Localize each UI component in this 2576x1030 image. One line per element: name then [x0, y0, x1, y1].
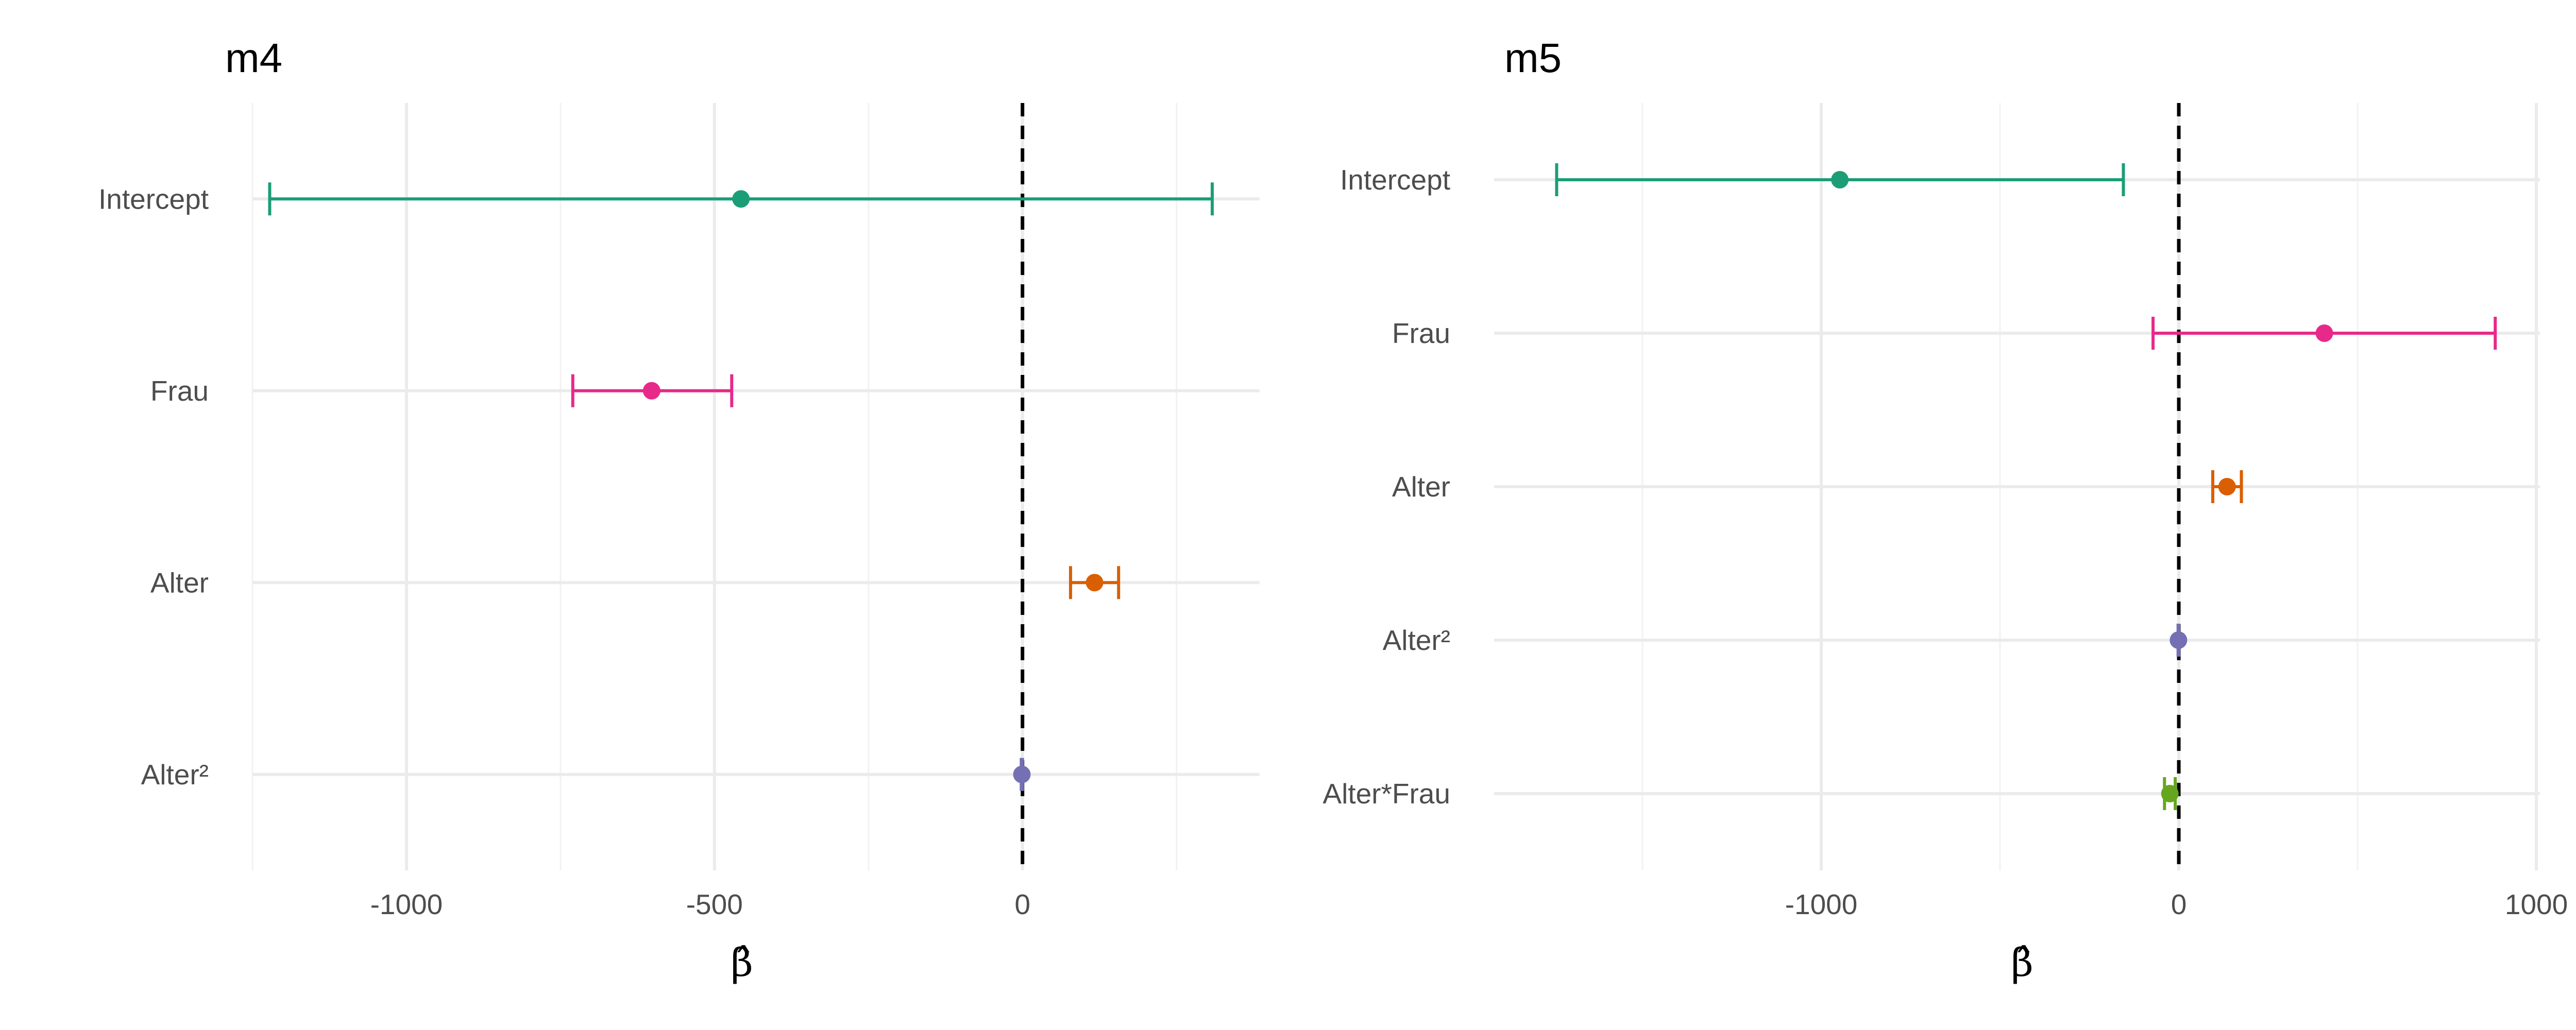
panel-m4: m4 Intercept Frau Alter Alter² -1000 -500 0 β…: [98, 35, 1260, 985]
estimate-alter-: [2170, 624, 2188, 657]
estimate-alter: [2211, 470, 2243, 503]
y-tick-label: Alter²: [1383, 624, 1450, 656]
x-tick-label: 1000: [2505, 888, 2568, 920]
point-estimate: [2315, 324, 2333, 342]
estimate-intercept: [268, 182, 1214, 216]
estimate-marks: [1555, 163, 2497, 810]
y-tick-label: Alter: [1392, 471, 1450, 503]
estimate-intercept: [1555, 163, 2125, 196]
point-estimate: [732, 190, 750, 208]
x-tick-label: 0: [2171, 888, 2187, 920]
point-estimate: [1086, 574, 1104, 592]
x-tick-labels: -1000 0 1000: [1785, 888, 2568, 920]
y-tick-label: Frau: [1392, 317, 1450, 349]
minor-grid: [251, 103, 1178, 870]
estimate-frau: [571, 374, 734, 407]
x-tick-labels: -1000 -500 0: [370, 888, 1030, 920]
y-tick-label: Intercept: [98, 183, 209, 215]
x-tick-label: 0: [1014, 888, 1030, 920]
estimate-frau: [2151, 317, 2497, 350]
panel-title: m5: [1504, 35, 1562, 81]
x-axis-label: β̂: [2011, 940, 2033, 985]
y-tick-label: Intercept: [1340, 164, 1450, 196]
x-tick-label: -1000: [1785, 888, 1858, 920]
point-estimate: [2170, 631, 2188, 649]
estimate-marks: [268, 182, 1214, 791]
y-tick-label: Frau: [150, 375, 209, 407]
x-tick-label: -500: [686, 888, 743, 920]
estimate-alter: [1069, 566, 1121, 599]
y-tick-label: Alter²: [141, 759, 209, 791]
x-axis-label: β̂: [731, 940, 753, 985]
point-estimate: [1013, 765, 1031, 783]
y-tick-label: Alter*Frau: [1323, 778, 1450, 810]
x-tick-label: -1000: [370, 888, 443, 920]
y-tick-label: Alter: [150, 566, 209, 598]
point-estimate: [1831, 171, 1849, 188]
point-estimate: [2218, 478, 2236, 495]
panel-m5: m5 Intercept Frau Alter Alter² Alter*Frau -1…: [1323, 35, 2568, 985]
point-estimate: [2161, 785, 2179, 802]
estimate-alter-frau: [2161, 777, 2179, 810]
panel-title: m4: [225, 35, 282, 81]
estimate-alter-: [1013, 758, 1031, 791]
y-tick-labels: Intercept Frau Alter Alter² Alter*Frau: [1323, 164, 1450, 810]
point-estimate: [642, 382, 660, 400]
y-tick-labels: Intercept Frau Alter Alter²: [98, 183, 209, 791]
